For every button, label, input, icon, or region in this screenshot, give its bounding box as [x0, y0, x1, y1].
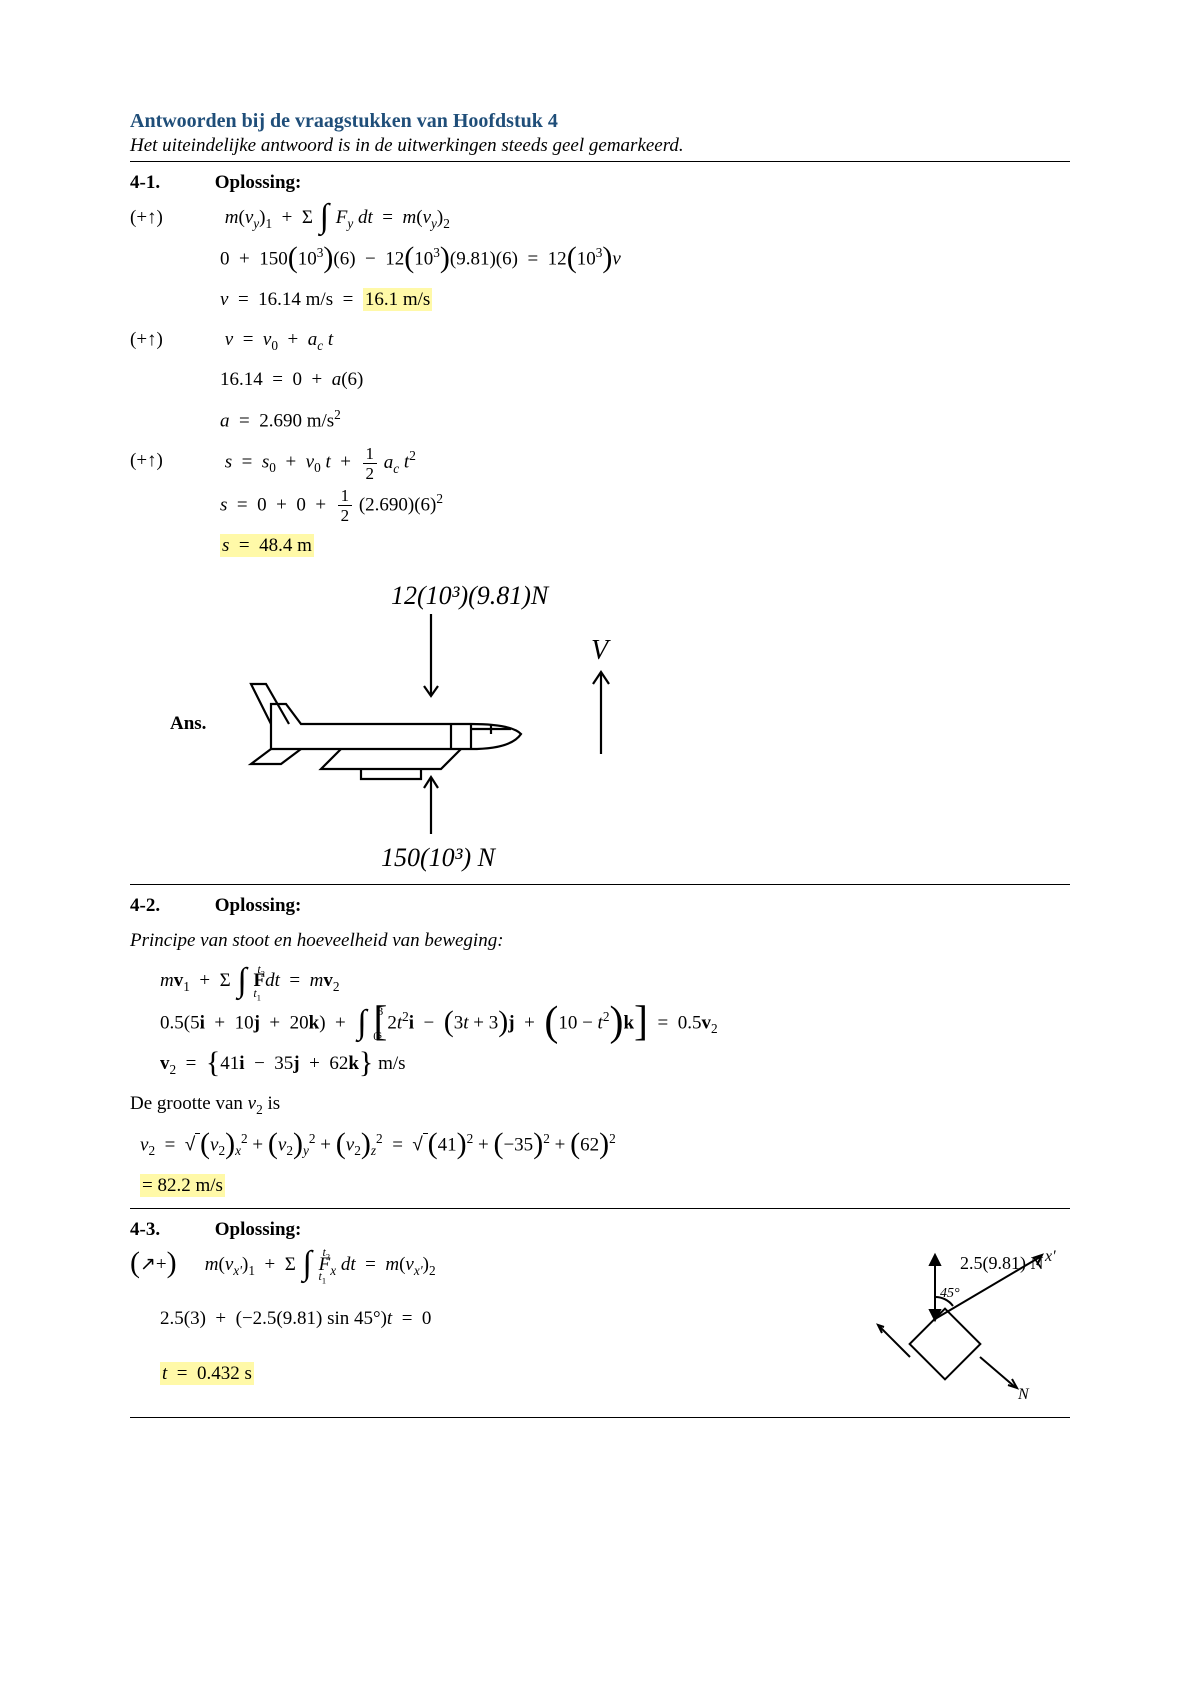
direction-tag: (+↑)	[130, 322, 220, 358]
p42-principle: Principe van stoot en hoeveelheid van be…	[130, 923, 1070, 959]
svg-text:N: N	[1017, 1386, 1030, 1403]
p42-mag-label: De grootte van v2 is	[130, 1086, 1070, 1122]
p41-eq2: 0 + 150(103)(6) − 12(103)(9.81)(6) = 12(…	[220, 240, 1070, 277]
answer-label: Ans.	[170, 713, 206, 735]
equation-text: m(vx')1 + Σ ∫t2t1 Fx dt = m(vx')2	[205, 1247, 436, 1284]
p41-figure: Ans. 12(10³)(9.81)N	[170, 574, 1070, 874]
p42-eq5: = 82.2 m/s	[140, 1168, 1070, 1204]
document-page: Antwoorden bij de vraagstukken van Hoofd…	[0, 0, 1200, 1698]
section-number: 4-2.	[130, 895, 210, 917]
section-title: Oplossing:	[215, 1219, 302, 1240]
equation-text: s = s0 + v0 t + 12 ac t2	[225, 443, 416, 481]
section-title: Oplossing:	[215, 895, 302, 916]
svg-text:45°: 45°	[940, 1286, 960, 1301]
page-subtitle: Het uiteindelijke antwoord is in de uitw…	[130, 135, 1070, 157]
p41-eq3: v = 16.14 m/s = 16.1 m/s	[220, 282, 1070, 318]
p41-eq4: (+↑) v = v0 + ac t	[130, 322, 1070, 358]
p42-eq3: v2 = {41i − 35j + 62k} m/s	[160, 1046, 1070, 1082]
direction-tag: (↗+)	[130, 1247, 200, 1283]
svg-text:V: V	[591, 635, 611, 666]
p42-eq2: 0.5(5i + 10j + 20k) + ∫3 s0 [2t2i − (3t …	[160, 1004, 1070, 1042]
equation-text: m(vy)1 + Σ ∫ Fy dt = m(vy)2	[225, 200, 450, 236]
airplane-diagram-icon: 12(10³)(9.81)N 150(10³) N	[211, 574, 671, 874]
section-rule	[130, 884, 1070, 885]
highlight-answer: t = 0.432 s	[160, 1362, 254, 1385]
svg-text:150(10³) N: 150(10³) N	[381, 843, 497, 872]
highlight-answer: 16.1 m/s	[363, 288, 432, 311]
equation-text: v = v0 + ac t	[225, 322, 333, 358]
p41-eq9: s = 48.4 m	[220, 528, 1070, 564]
header-rule	[130, 161, 1070, 162]
p41-eq6: a = 2.690 m/s2	[220, 402, 1070, 439]
svg-text:12(10³)(9.81)N: 12(10³)(9.81)N	[391, 581, 550, 610]
highlight-answer: s = 48.4 m	[220, 534, 314, 557]
highlight-answer: = 82.2 m/s	[140, 1174, 225, 1197]
p41-eq1: (+↑) m(vy)1 + Σ ∫ Fy dt = m(vy)2	[130, 200, 1070, 236]
section-rule	[130, 1208, 1070, 1209]
svg-text:2.5(9.81) N: 2.5(9.81) N	[960, 1253, 1044, 1274]
section-4-2-head: 4-2. Oplossing:	[130, 895, 1070, 917]
p41-eq8: s = 0 + 0 + 12 (2.690)(6)2	[220, 486, 1070, 524]
p41-eq5: 16.14 = 0 + a(6)	[220, 362, 1070, 398]
page-title: Antwoorden bij de vraagstukken van Hoofd…	[130, 110, 1070, 133]
section-4-1-head: 4-1. Oplossing:	[130, 172, 1070, 194]
section-rule	[130, 1417, 1070, 1418]
svg-text:x': x'	[1044, 1248, 1056, 1265]
section-4-3-head: 4-3. Oplossing:	[130, 1219, 1070, 1241]
p42-eq4: v2 = √ (v2)x2 + (v2)y2 + (v2)z2 = √ (41)…	[140, 1126, 1070, 1163]
section-title: Oplossing:	[215, 172, 302, 193]
direction-tag: (+↑)	[130, 443, 220, 479]
section-number: 4-3.	[130, 1219, 210, 1241]
p42-eq1: mv1 + Σ ∫t2t1 Fdt = mv2	[160, 963, 1070, 1000]
incline-fbd-icon: 2.5(9.81) N x' 45° N	[840, 1247, 1070, 1417]
p41-eq7: (+↑) s = s0 + v0 t + 12 ac t2	[130, 443, 1070, 481]
direction-tag: (+↑)	[130, 200, 220, 236]
section-number: 4-1.	[130, 172, 210, 194]
